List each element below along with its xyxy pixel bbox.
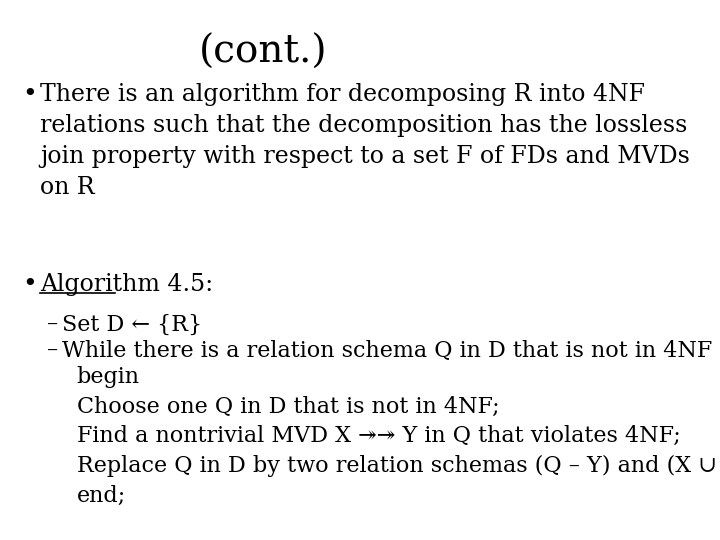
Text: begin
Choose one Q in D that is not in 4NF;
Find a nontrivial MVD X ↠↠ Y in Q th: begin Choose one Q in D that is not in 4… — [77, 366, 720, 507]
Text: –: – — [48, 340, 58, 362]
Text: •: • — [22, 273, 37, 295]
Text: –: – — [48, 313, 58, 335]
Text: (cont.): (cont.) — [199, 34, 328, 71]
Text: Algorithm 4.5:: Algorithm 4.5: — [40, 273, 213, 295]
Text: Set D ← {R}: Set D ← {R} — [62, 313, 202, 335]
Text: There is an algorithm for decomposing R into 4NF
relations such that the decompo: There is an algorithm for decomposing R … — [40, 83, 690, 199]
Text: •: • — [22, 83, 37, 106]
Text: While there is a relation schema Q in D that is not in 4NF do: While there is a relation schema Q in D … — [62, 340, 720, 362]
